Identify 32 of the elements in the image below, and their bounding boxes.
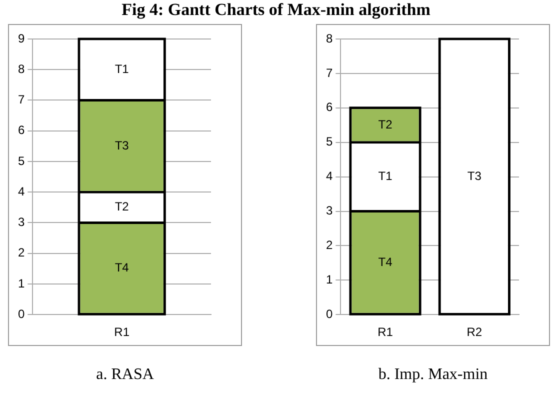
series-label: T3 — [467, 168, 482, 183]
series-label: T3 — [114, 138, 130, 152]
series-label: T1 — [114, 62, 130, 76]
y-tick-label: 2 — [326, 238, 333, 252]
text: b. Imp. Max-min — [377, 366, 489, 384]
x-tick-label: R1 — [114, 325, 130, 340]
y-tick-label: 5 — [18, 154, 25, 168]
y-tick-label: 2 — [18, 246, 25, 260]
y-tick-label: 4 — [18, 184, 25, 198]
x-tick-label: R1 — [378, 325, 394, 340]
series-label: T2 — [378, 117, 393, 132]
x-tick-label: R2 — [466, 325, 482, 340]
y-tick-label: 6 — [18, 123, 25, 138]
series-label: T2 — [114, 200, 130, 214]
y-tick-label: 0 — [326, 306, 333, 321]
y-tick-label: 7 — [18, 92, 25, 107]
y-tick-label: 6 — [326, 100, 333, 114]
series-label: T4 — [114, 260, 130, 275]
y-tick-label: 0 — [18, 306, 25, 321]
y-tick-label: 7 — [326, 66, 333, 80]
text: a. RASA — [95, 366, 155, 384]
y-tick-label: 9 — [18, 31, 25, 46]
y-tick-label: 1 — [18, 276, 25, 290]
y-tick-label: 4 — [326, 169, 333, 184]
y-tick-label: 1 — [326, 272, 333, 286]
y-tick-label: 3 — [326, 204, 333, 218]
text: Fig 4: Gantt Charts of Max-min algorithm — [120, 0, 432, 20]
series-label: T4 — [378, 254, 393, 269]
y-tick-label: 5 — [326, 134, 333, 149]
y-tick-label: 3 — [18, 215, 25, 230]
y-tick-label: 8 — [18, 62, 25, 76]
y-tick-label: 8 — [326, 31, 333, 46]
